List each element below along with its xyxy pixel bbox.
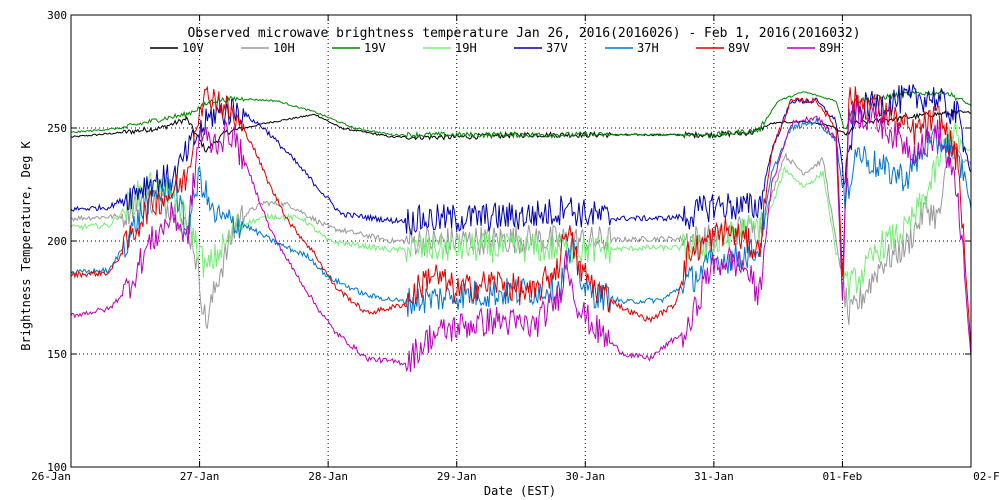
y-tick-label: 100 [47,461,67,474]
series-line-37h [70,117,972,317]
series-line-19h [70,120,972,301]
series-line-89h [70,101,972,373]
x-tick-label: 01-Feb [823,470,863,483]
x-tick-label: 02-Feb [973,470,1000,483]
y-tick-label: 300 [47,9,67,22]
x-tick-label: 29-Jan [437,470,477,483]
series-line-89v [70,85,972,349]
y-tick-label: 250 [47,122,67,135]
legend-label-37v: 37V [546,41,568,55]
x-tick-label: 30-Jan [565,470,605,483]
legend-label-10v: 10V [182,41,204,55]
series-line-37v [70,84,972,236]
legend-label-37h: 37H [637,41,659,55]
y-axis-label: Brightness Temperature, Deg K [19,140,33,350]
y-tick-label: 150 [47,348,67,361]
legend-label-10h: 10H [273,41,295,55]
x-tick-label: 31-Jan [694,470,734,483]
x-axis-label: Date (EST) [484,484,556,498]
x-tick-label: 26-Jan [31,470,71,483]
series-line-10h [70,135,972,329]
x-tick-label: 27-Jan [180,470,220,483]
y-tick-label: 200 [47,235,67,248]
legend-label-89v: 89V [728,41,750,55]
series-line-19v [71,88,972,140]
series-lines [70,84,972,373]
grid-lines [71,15,971,467]
legend-label-89h: 89H [819,41,841,55]
legend-label-19h: 19H [455,41,477,55]
legend-label-19v: 19V [364,41,386,55]
legend: 10V 10H 19V 19H 37V 37H 89V 89H [150,41,841,55]
axis-ticks: 100 150 200 250 300 26-Jan 27-Jan 28-Jan 29-Jan 3… [31,9,1000,483]
chart-title: Observed microwave brightness temperatur… [187,26,860,41]
x-tick-label: 28-Jan [308,470,348,483]
